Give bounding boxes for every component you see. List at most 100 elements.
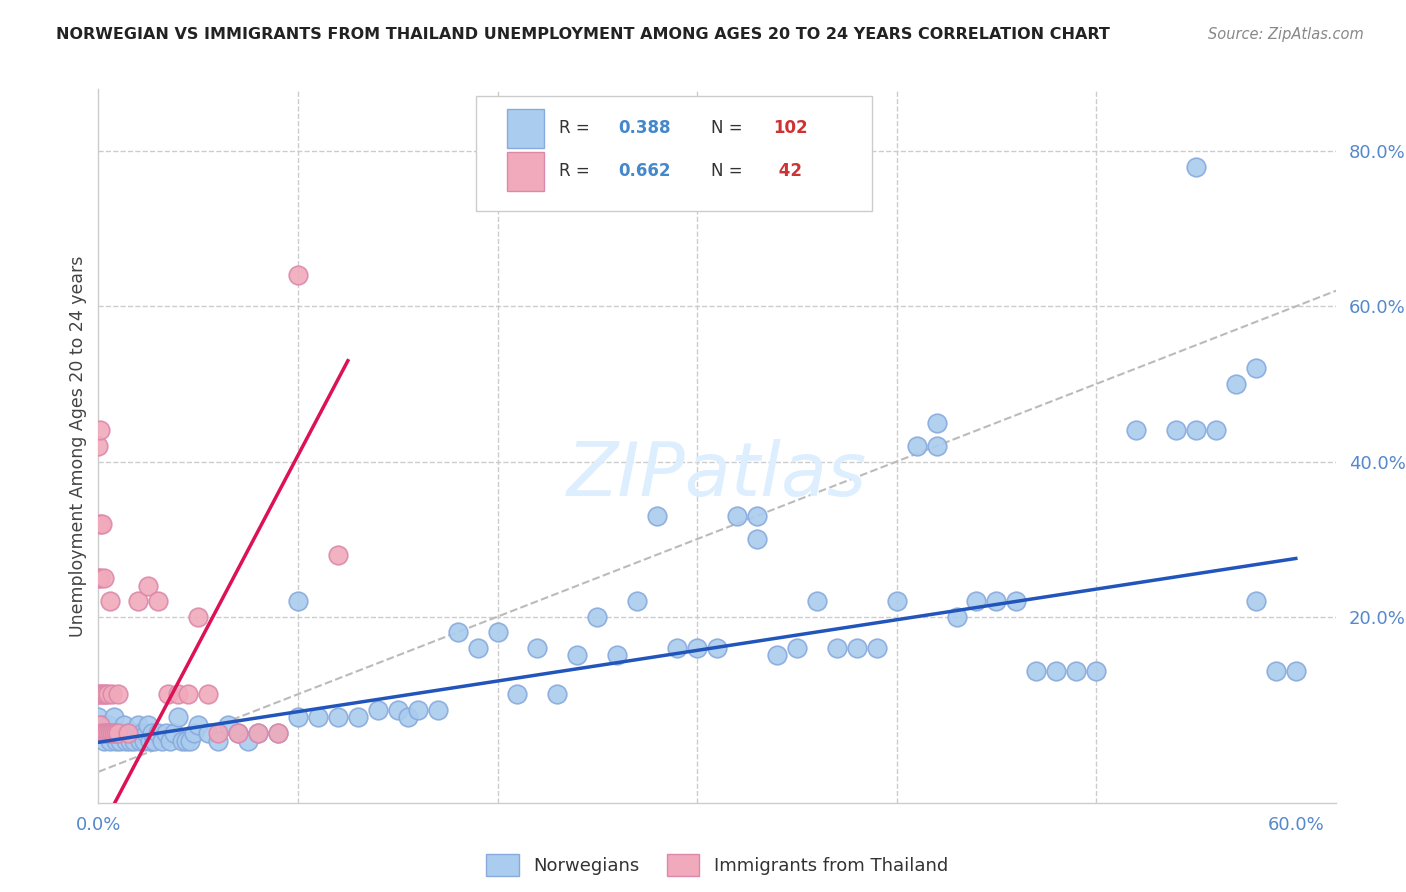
Point (187, 609, 209, 624)
Point (606, 648, 628, 663)
Point (1285, 664, 1308, 678)
Point (725, 508, 748, 523)
Point (236, 733, 259, 747)
Point (139, 733, 162, 747)
Point (347, 710, 370, 724)
Point (155, 726, 177, 740)
Point (267, 726, 290, 740)
Point (1205, 424, 1227, 438)
Point (101, 687, 124, 701)
Point (110, 733, 132, 747)
Point (207, 733, 229, 747)
Point (287, 710, 309, 724)
Point (100, 733, 122, 747)
Text: 42: 42 (773, 162, 801, 180)
Point (387, 703, 409, 717)
Point (87, 710, 110, 724)
Point (148, 726, 170, 740)
Point (174, 733, 197, 747)
Point (129, 733, 152, 747)
Point (167, 687, 190, 701)
Point (107, 687, 129, 701)
Text: N =: N = (711, 120, 748, 137)
Point (506, 687, 529, 701)
Point (486, 625, 509, 640)
Point (1005, 594, 1028, 608)
Point (745, 532, 768, 546)
Point (127, 594, 149, 608)
Point (93, 571, 115, 585)
Point (247, 726, 270, 740)
Point (905, 439, 928, 453)
Point (197, 687, 219, 701)
Point (120, 733, 142, 747)
Point (87, 687, 110, 701)
Point (1244, 361, 1267, 376)
Point (115, 733, 138, 747)
Point (226, 726, 249, 740)
Point (91, 687, 114, 701)
Point (134, 733, 156, 747)
Point (567, 648, 589, 663)
Point (207, 726, 229, 740)
Point (1244, 594, 1267, 608)
Point (406, 703, 429, 717)
Point (179, 733, 201, 747)
Text: R =: R = (558, 162, 595, 180)
Point (100, 726, 122, 740)
Text: ZIPatlas: ZIPatlas (567, 439, 868, 510)
Point (131, 726, 153, 740)
Point (97, 718, 120, 732)
Point (247, 726, 270, 740)
Point (526, 640, 548, 655)
Point (866, 640, 889, 655)
Point (91, 516, 114, 531)
Point (183, 726, 205, 740)
Point (426, 703, 449, 717)
Point (100, 594, 122, 608)
Point (467, 640, 489, 655)
Point (287, 594, 309, 608)
Point (89, 516, 111, 531)
Point (1025, 664, 1047, 678)
Point (93, 726, 115, 740)
Point (307, 710, 329, 724)
Point (87, 571, 110, 585)
Point (666, 640, 689, 655)
Text: 102: 102 (773, 120, 807, 137)
Bar (506, 152, 544, 191)
Point (925, 416, 948, 430)
Point (148, 594, 170, 608)
FancyBboxPatch shape (475, 96, 872, 211)
Point (1185, 424, 1208, 438)
Point (1164, 424, 1187, 438)
Point (112, 718, 135, 732)
Point (87, 726, 110, 740)
Point (97, 726, 120, 740)
Point (136, 718, 159, 732)
Point (745, 508, 768, 523)
Bar (506, 109, 544, 148)
Text: R =: R = (558, 120, 595, 137)
Point (267, 726, 290, 740)
Point (111, 726, 134, 740)
Point (806, 594, 828, 608)
Point (925, 439, 948, 453)
Point (1264, 664, 1286, 678)
Point (150, 733, 173, 747)
Point (89, 718, 111, 732)
Y-axis label: Unemployment Among Ages 20 to 24 years: Unemployment Among Ages 20 to 24 years (69, 255, 87, 637)
Point (107, 726, 129, 740)
Point (93, 687, 115, 701)
Point (117, 726, 139, 740)
Point (96, 726, 118, 740)
Point (1185, 160, 1208, 174)
Point (187, 718, 209, 732)
Point (1064, 664, 1087, 678)
Point (172, 733, 194, 747)
Point (326, 548, 349, 562)
Point (89, 687, 111, 701)
Point (93, 733, 115, 747)
Point (786, 640, 808, 655)
Point (87, 439, 110, 453)
